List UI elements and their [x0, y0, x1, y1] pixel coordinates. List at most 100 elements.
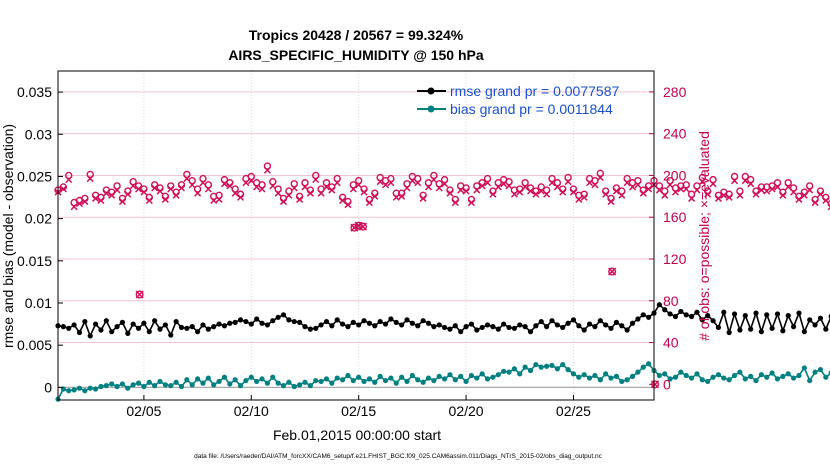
obs-possible-marker	[263, 162, 272, 170]
data-point-bias	[135, 380, 142, 386]
obs-possible-marker	[231, 185, 239, 193]
data-point-rmse	[683, 312, 689, 318]
obs-possible-marker	[215, 191, 223, 199]
obs-evaluated-stroke	[59, 185, 67, 193]
data-point-bias	[211, 382, 217, 388]
data-point-bias	[683, 372, 689, 379]
obs-evaluated-stroke	[484, 179, 492, 187]
obs-evaluated-stroke	[263, 166, 271, 174]
data-point-bias	[694, 371, 700, 377]
obs-evaluated-stroke	[279, 198, 288, 206]
obs-evaluated-stroke	[768, 185, 776, 193]
data-point-bias	[785, 371, 791, 377]
data-point-bias	[248, 374, 254, 380]
data-point-bias	[393, 380, 399, 386]
grid	[58, 71, 654, 400]
obs-evaluated-stroke	[194, 189, 202, 197]
obs-evaluated-marker	[451, 199, 459, 207]
obs-possible-marker	[505, 178, 513, 186]
data-point-rmse	[646, 314, 652, 320]
data-point-rmse	[420, 318, 426, 324]
data-point-rmse	[98, 327, 104, 333]
data-point-bias	[447, 372, 453, 378]
obs-evaluated-marker	[194, 189, 202, 197]
obs-evaluated-marker	[510, 190, 518, 198]
obs-evaluated-stroke	[274, 189, 282, 197]
data-point-bias	[726, 377, 732, 383]
data-point-rmse	[409, 320, 415, 326]
obs-possible-marker	[435, 180, 443, 188]
data-point-rmse	[157, 326, 163, 332]
obs-evaluated-stroke	[736, 191, 744, 199]
obs-evaluated-stroke	[532, 190, 540, 198]
obs-evaluated-marker	[113, 186, 121, 194]
obs-evaluated-stroke	[124, 190, 132, 198]
obs-evaluated-stroke	[618, 191, 626, 199]
obs-evaluated-stroke	[161, 195, 169, 203]
data-point-rmse	[608, 325, 614, 331]
data-point-rmse	[382, 321, 389, 327]
obs-possible-marker	[553, 179, 562, 187]
data-point-bias	[640, 364, 646, 370]
obs-evaluated-stroke	[167, 185, 175, 193]
obs-evaluated-marker	[596, 174, 604, 182]
obs-possible-marker	[789, 184, 798, 192]
obs-evaluated-marker	[151, 184, 159, 192]
obs-evaluated-stroke	[521, 183, 529, 191]
data-point-bias	[619, 378, 625, 385]
data-point-rmse	[195, 329, 201, 335]
obs-evaluated-marker	[688, 194, 696, 202]
y-left-tick-label: 0	[44, 379, 52, 395]
y-left-tick-label: 0.035	[17, 84, 52, 100]
data-point-bias	[597, 377, 603, 383]
obs-possible-marker	[784, 179, 792, 187]
obs-evaluated-stroke	[118, 198, 126, 206]
obs-evaluated-marker	[682, 185, 690, 193]
obs-evaluated-stroke	[301, 183, 309, 191]
data-point-bias	[82, 388, 88, 394]
data-point-bias	[522, 364, 528, 370]
data-point-rmse	[399, 322, 405, 328]
data-point-rmse	[60, 324, 66, 330]
data-point-rmse	[119, 319, 126, 325]
data-point-rmse	[506, 324, 512, 331]
data-point-bias	[817, 367, 824, 373]
obs-evaluated-stroke	[81, 198, 89, 206]
data-point-bias	[76, 385, 83, 391]
obs-evaluated-marker	[736, 191, 744, 199]
obs-evaluated-marker	[70, 203, 78, 211]
obs-evaluated-marker	[677, 185, 685, 193]
data-point-rmse	[511, 325, 517, 331]
data-point-rmse	[441, 324, 448, 331]
data-point-rmse	[216, 321, 222, 327]
data-point-bias	[603, 371, 609, 377]
data-point-rmse	[678, 308, 684, 315]
data-point-rmse	[152, 318, 158, 324]
obs-evaluated-stroke	[86, 175, 94, 183]
y-right-tick-label: 160	[663, 209, 687, 225]
footer-data-file: data file: /Users/raeder/DAI/ATM_forcXX/…	[194, 453, 603, 460]
data-point-bias	[769, 370, 775, 376]
obs-evaluated-stroke	[494, 183, 502, 191]
data-point-rmse	[404, 317, 410, 323]
data-point-bias	[672, 374, 679, 380]
obs-evaluated-stroke	[183, 175, 191, 183]
data-point-rmse	[270, 318, 276, 324]
data-point-bias	[635, 369, 641, 375]
x-axis-label: Feb.01,2015 00:00:00 start	[273, 427, 441, 443]
data-point-bias	[377, 373, 383, 379]
data-point-rmse	[748, 326, 754, 332]
data-point-bias	[162, 382, 168, 388]
obs-evaluated-marker	[505, 182, 513, 190]
data-point-bias	[307, 383, 313, 389]
obs-possible-marker	[387, 174, 395, 183]
obs-evaluated-stroke	[816, 190, 824, 198]
data-point-rmse	[76, 329, 83, 336]
obs-possible-marker	[564, 173, 572, 182]
data-point-bias	[662, 371, 668, 377]
data-point-bias	[146, 379, 152, 385]
data-point-bias	[420, 379, 426, 385]
obs-evaluated-stroke	[806, 186, 814, 194]
obs-evaluated-stroke	[75, 200, 84, 208]
obs-evaluated-marker	[258, 185, 266, 193]
